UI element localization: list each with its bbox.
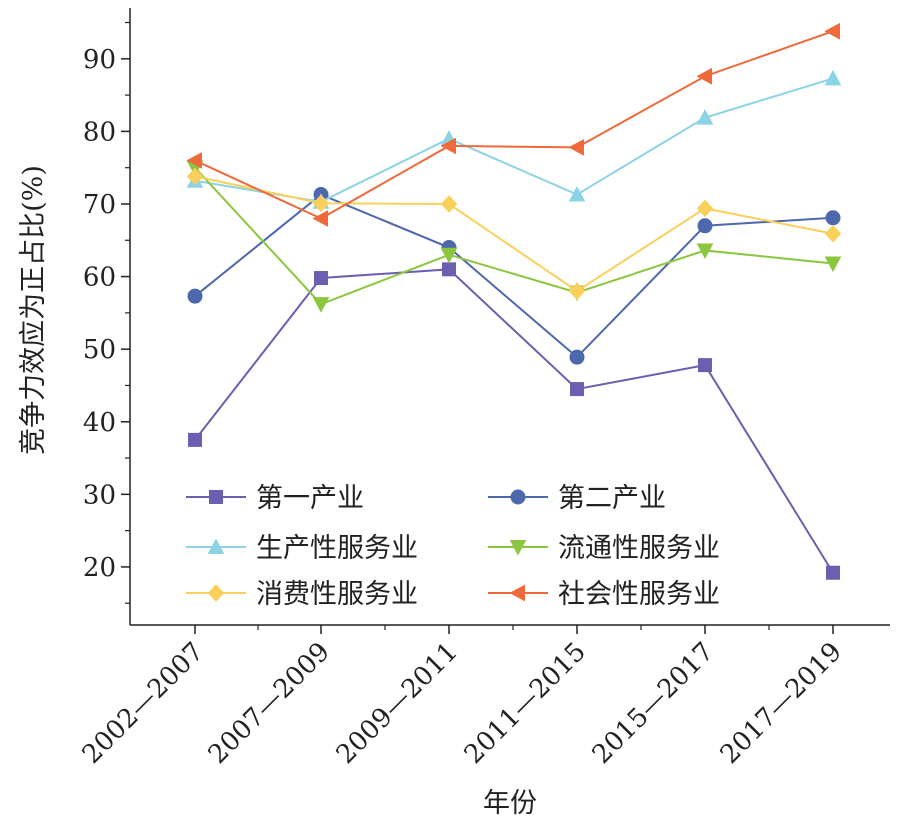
legend-marker [509,584,525,602]
data-point [824,256,842,273]
legend-item: 第一产业 [186,483,364,514]
legend-marker [510,489,526,505]
data-point [186,167,204,186]
legend-marker [209,490,223,504]
legend-label: 第一产业 [256,483,364,514]
x-tick-label: 2015—2017 [587,637,720,770]
y-tick-label: 20 [83,553,116,583]
y-tick-label: 40 [83,408,116,438]
data-point [187,288,203,304]
series-3 [186,69,842,209]
legend-item: 第二产业 [488,483,666,514]
series-line [194,268,834,574]
series-5 [186,167,842,300]
data-point [824,69,842,86]
data-point [825,210,841,226]
y-tick-label: 60 [83,263,116,293]
data-point [568,139,584,156]
legend-label: 第二产业 [558,483,666,514]
y-tick-label: 80 [83,117,116,147]
legend-label: 消费性服务业 [256,579,418,610]
data-point [312,297,330,313]
data-point [314,271,328,286]
data-point [696,67,712,85]
series-6 [186,22,840,227]
legend-item: 生产性服务业 [186,533,418,564]
legend-label: 生产性服务业 [256,533,418,564]
x-tick-label: 2011—2015 [459,637,592,770]
data-point [696,199,714,218]
x-tick-label: 2017—2019 [715,637,848,770]
data-point [188,432,202,447]
x-tick-label: 2002—2007 [77,637,210,770]
series-line [194,77,834,203]
legend-marker [207,538,225,554]
y-tick-label: 90 [83,45,116,75]
data-point [312,210,328,227]
x-tick-label: 2007—2009 [203,637,336,770]
data-point [440,247,458,264]
series-4 [186,160,842,313]
series-line [194,30,834,220]
data-point [826,565,840,580]
legend-label: 社会性服务业 [558,579,720,610]
data-point [570,382,584,397]
data-point [824,225,842,243]
data-point [824,22,840,40]
y-tick-label: 70 [83,190,116,220]
series-layer [186,22,842,580]
data-point [568,185,586,202]
legend-marker [509,540,527,556]
y-axis-title: 竞争力效应为正占比(%) [18,165,49,455]
data-point [569,349,585,365]
legend-item: 社会性服务业 [488,579,720,610]
data-point [697,218,713,234]
y-tick-label: 50 [83,335,116,365]
axes: 20 30 40 50 60 70 80 90 2002—20072007—20092009—2… [77,8,890,770]
series-line [194,175,834,293]
data-point [442,262,456,277]
legend-item: 消费性服务业 [186,579,418,610]
data-point [696,109,714,125]
data-point [568,282,586,300]
series-line [194,193,834,359]
data-point [440,137,456,155]
legend-label: 流通性服务业 [558,533,720,564]
data-point [312,194,330,212]
data-point [440,195,458,213]
data-point [698,358,712,373]
series-line [194,167,834,306]
data-point [696,243,714,260]
data-point [186,152,202,169]
legend-marker [207,584,225,602]
x-axis-title: 年份 [483,788,537,819]
series-2 [187,187,841,365]
legend-item: 流通性服务业 [488,533,720,564]
x-tick-label: 2009—2011 [331,637,464,770]
series-1 [188,262,840,580]
y-tick-label: 30 [83,480,116,510]
